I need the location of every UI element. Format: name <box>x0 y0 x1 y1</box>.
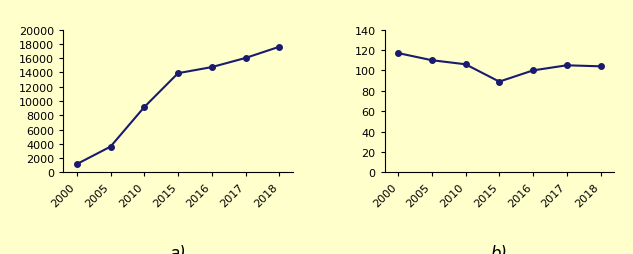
Text: b): b) <box>491 244 508 254</box>
Text: a): a) <box>170 244 186 254</box>
